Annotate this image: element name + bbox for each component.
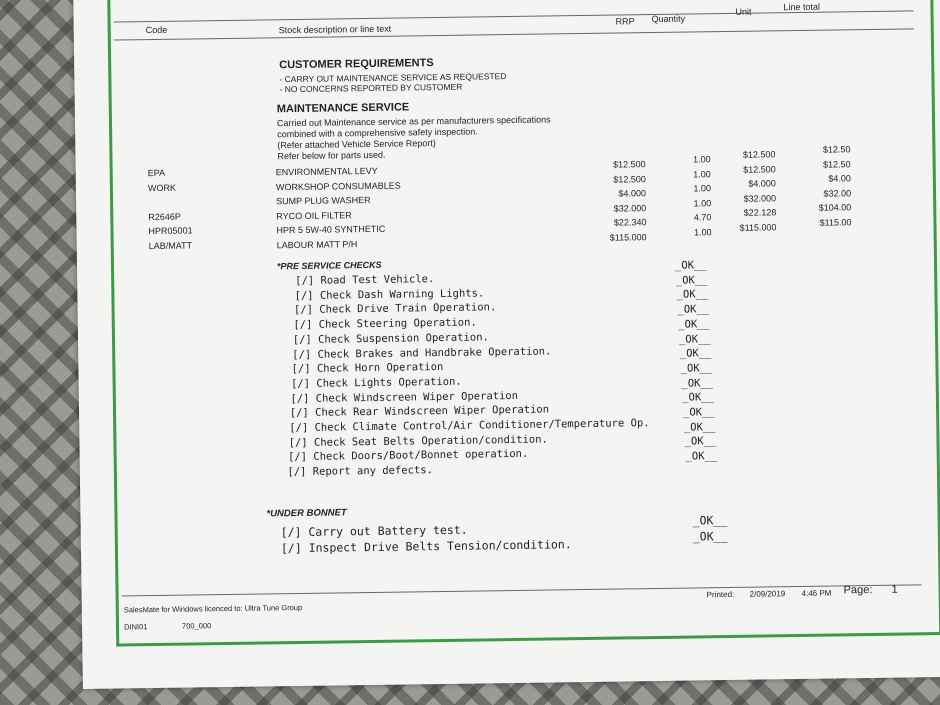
item-rrp: $4.000 — [618, 188, 647, 199]
customer-req-title: CUSTOMER REQUIREMENTS — [279, 57, 434, 72]
item-line-total: $104.00 — [818, 202, 852, 213]
col-line-total: Line total — [783, 1, 821, 13]
check-item: [/] Road Test Vehicle. — [295, 273, 435, 288]
printed-date: 2/09/2019 — [749, 589, 786, 599]
item-rrp: $12.500 — [613, 159, 646, 170]
check-status: _OK__ — [682, 391, 714, 404]
invoice-page: Code Stock description or line text RRP … — [73, 0, 940, 690]
check-item: [/] Check Horn Operation — [291, 361, 444, 376]
printed-time: 4:46 PM — [801, 588, 832, 598]
check-item: [/] Report any defects. — [287, 464, 433, 479]
item-quantity: 1.00 — [693, 197, 712, 208]
item-rrp: $32.000 — [613, 202, 647, 214]
item-quantity: 4.70 — [693, 212, 712, 223]
item-code: R2646P — [148, 211, 181, 222]
item-unit: $115.000 — [739, 221, 777, 233]
doc-code: 700_000 — [181, 621, 212, 631]
item-description: LABOUR MATT P/H — [276, 238, 358, 250]
check-status: _OK__ — [674, 259, 707, 272]
item-rrp: $115.000 — [609, 231, 647, 243]
bonnet-check-status: _OK__ — [692, 529, 728, 544]
col-rrp: RRP — [615, 16, 635, 27]
item-unit: $22.128 — [743, 207, 777, 218]
item-code: EPA — [147, 167, 166, 179]
item-line-total: $12.50 — [822, 144, 851, 155]
check-status: _OK__ — [684, 435, 717, 449]
item-code: LAB/MATT — [148, 239, 193, 251]
item-description: RYCO OIL FILTER — [276, 209, 352, 221]
check-item: [/] Check Lights Operation. — [290, 375, 462, 390]
bonnet-check-status: _OK__ — [692, 513, 728, 528]
col-unit: Unit — [735, 6, 752, 17]
maintenance-line: Refer below for parts used. — [277, 149, 386, 162]
item-line-total: $32.00 — [823, 187, 852, 199]
item-quantity: 1.00 — [692, 154, 711, 165]
item-line-total: $12.50 — [823, 158, 851, 170]
item-line-total: $4.00 — [828, 173, 851, 184]
check-status: _OK__ — [677, 303, 710, 316]
item-description: ENVIRONMENTAL LEVY — [275, 165, 378, 178]
item-line-total: $115.00 — [819, 216, 852, 228]
item-quantity: 1.00 — [693, 183, 712, 194]
maintenance-title: MAINTENANCE SERVICE — [276, 101, 410, 116]
item-code: WORK — [147, 182, 176, 193]
item-quantity: 1.00 — [693, 168, 711, 179]
item-unit: $32.000 — [743, 192, 777, 204]
item-unit: $12.500 — [742, 149, 776, 160]
bonnet-check-item: [/] Carry out Battery test. — [280, 522, 468, 540]
pre-service-title: *PRE SERVICE CHECKS — [276, 259, 382, 272]
printed-label: Printed: — [706, 589, 735, 600]
item-unit: $4.000 — [748, 178, 776, 189]
check-status: _OK__ — [683, 406, 715, 419]
item-description: WORKSHOP CONSUMABLES — [275, 180, 401, 192]
item-rrp: $12.500 — [613, 173, 646, 185]
item-description: SUMP PLUG WASHER — [276, 194, 371, 207]
item-unit: $12.500 — [743, 163, 776, 175]
col-description: Stock description or line text — [278, 23, 392, 36]
check-status: _OK__ — [680, 362, 713, 375]
page-label: Page: — [843, 584, 873, 597]
check-status: _OK__ — [676, 288, 709, 302]
check-status: _OK__ — [683, 420, 716, 434]
check-status: _OK__ — [685, 450, 718, 463]
item-rrp: $22.340 — [613, 217, 647, 228]
check-status: _OK__ — [678, 332, 711, 346]
check-status: _OK__ — [678, 318, 710, 331]
under-bonnet-title: *UNDER BONNET — [266, 507, 347, 520]
check-status: _OK__ — [675, 273, 708, 287]
col-quantity: Quantity — [651, 13, 686, 25]
check-item: [/] Check Steering Operation. — [293, 316, 477, 332]
item-description: HPR 5 5W-40 SYNTHETIC — [276, 223, 386, 236]
check-status: _OK__ — [681, 376, 714, 390]
item-code: HPR05001 — [148, 225, 193, 237]
user-code: DINI01 — [123, 622, 148, 632]
col-code: Code — [145, 24, 168, 36]
item-quantity: 1.00 — [693, 226, 712, 237]
page-number: 1 — [891, 583, 898, 596]
check-status: _OK__ — [679, 347, 712, 360]
